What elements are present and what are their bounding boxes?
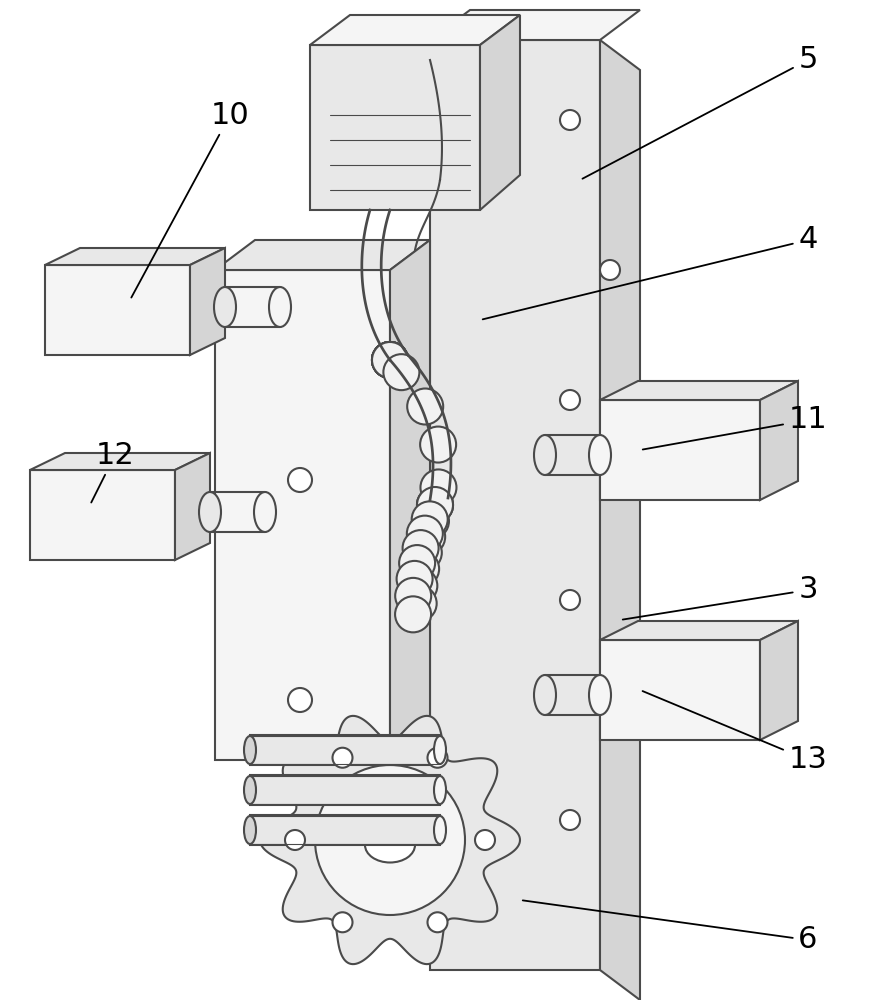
Text: 10: 10 <box>131 101 250 298</box>
Polygon shape <box>310 45 480 210</box>
Circle shape <box>372 342 408 378</box>
Circle shape <box>560 390 580 410</box>
Circle shape <box>560 110 580 130</box>
Circle shape <box>399 545 435 581</box>
Circle shape <box>412 501 448 537</box>
Circle shape <box>372 342 408 378</box>
Text: 6: 6 <box>523 900 817 954</box>
Polygon shape <box>390 240 430 760</box>
Circle shape <box>400 585 436 621</box>
Circle shape <box>395 578 431 614</box>
Polygon shape <box>600 640 760 740</box>
Polygon shape <box>600 621 798 640</box>
Polygon shape <box>45 265 190 355</box>
Polygon shape <box>250 815 440 845</box>
Circle shape <box>417 487 453 523</box>
Circle shape <box>600 260 620 280</box>
Ellipse shape <box>589 435 611 475</box>
Polygon shape <box>250 775 440 805</box>
Circle shape <box>600 690 620 710</box>
Polygon shape <box>600 40 640 1000</box>
Circle shape <box>288 468 312 492</box>
Ellipse shape <box>434 736 446 764</box>
Circle shape <box>417 487 453 523</box>
Polygon shape <box>30 453 210 470</box>
Circle shape <box>413 503 449 539</box>
Text: 3: 3 <box>623 576 818 620</box>
Polygon shape <box>480 15 520 210</box>
Circle shape <box>560 810 580 830</box>
Circle shape <box>417 487 453 523</box>
Polygon shape <box>175 453 210 560</box>
Circle shape <box>403 551 439 587</box>
Ellipse shape <box>244 776 256 804</box>
Text: 5: 5 <box>583 45 817 179</box>
Circle shape <box>406 516 443 552</box>
Circle shape <box>560 590 580 610</box>
Polygon shape <box>260 716 520 964</box>
Ellipse shape <box>269 287 291 327</box>
Circle shape <box>420 469 456 505</box>
Circle shape <box>315 765 465 915</box>
Polygon shape <box>215 270 390 760</box>
Polygon shape <box>45 248 225 265</box>
Ellipse shape <box>434 816 446 844</box>
Ellipse shape <box>365 828 415 862</box>
Ellipse shape <box>244 816 256 844</box>
Ellipse shape <box>434 776 446 804</box>
Circle shape <box>409 519 445 555</box>
Ellipse shape <box>534 435 556 475</box>
Ellipse shape <box>534 675 556 715</box>
Polygon shape <box>250 735 440 765</box>
Circle shape <box>285 830 305 850</box>
Polygon shape <box>430 40 600 970</box>
Polygon shape <box>310 15 520 45</box>
Circle shape <box>401 568 437 604</box>
Circle shape <box>372 342 408 378</box>
Text: 13: 13 <box>643 691 828 774</box>
Circle shape <box>427 912 448 932</box>
Circle shape <box>372 342 408 378</box>
Polygon shape <box>760 381 798 500</box>
Circle shape <box>395 596 431 632</box>
Circle shape <box>372 342 408 378</box>
Ellipse shape <box>214 287 236 327</box>
Polygon shape <box>430 10 640 40</box>
Circle shape <box>333 912 352 932</box>
Circle shape <box>420 427 456 463</box>
Ellipse shape <box>199 492 221 532</box>
Text: 4: 4 <box>483 226 817 319</box>
Polygon shape <box>30 470 175 560</box>
Polygon shape <box>215 240 430 270</box>
Circle shape <box>403 530 439 566</box>
Ellipse shape <box>254 492 276 532</box>
Polygon shape <box>190 248 225 355</box>
Circle shape <box>406 535 442 571</box>
Circle shape <box>427 748 448 768</box>
Text: 12: 12 <box>91 440 134 503</box>
Polygon shape <box>600 381 798 400</box>
Circle shape <box>372 342 408 378</box>
Polygon shape <box>600 400 760 500</box>
Text: 11: 11 <box>643 406 827 450</box>
Circle shape <box>372 342 408 378</box>
Circle shape <box>288 688 312 712</box>
Ellipse shape <box>244 736 256 764</box>
Circle shape <box>333 748 352 768</box>
Ellipse shape <box>589 675 611 715</box>
Circle shape <box>475 830 495 850</box>
Circle shape <box>397 561 433 597</box>
Circle shape <box>407 389 443 425</box>
Circle shape <box>384 354 420 390</box>
Polygon shape <box>760 621 798 740</box>
